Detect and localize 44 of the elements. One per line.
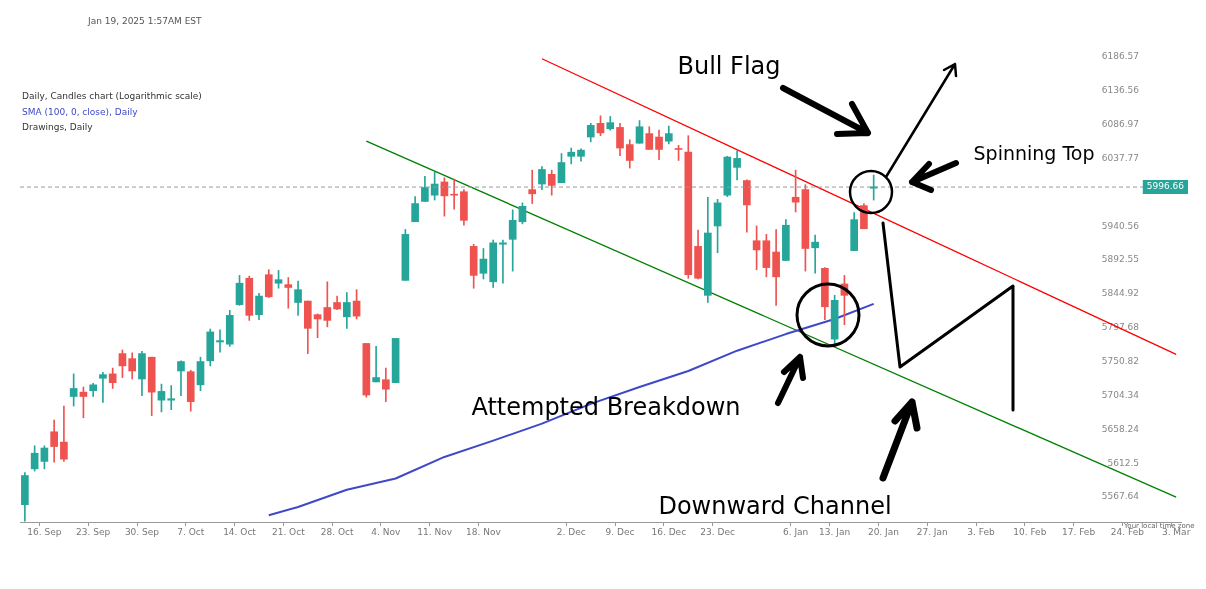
- x-tick-label: 17. Feb: [1062, 526, 1096, 537]
- y-tick-label: 6136.56: [1101, 85, 1140, 96]
- x-tick-label: 16. Sep: [27, 526, 62, 537]
- x-tick-label: 23. Sep: [76, 526, 111, 537]
- candlestick: [450, 178, 458, 210]
- annotation: Drawings, Daily: [22, 122, 93, 132]
- text: SMA (100, 0, close), Daily: [22, 107, 138, 117]
- y-tick-label: 5892.55: [1101, 254, 1139, 265]
- x-tick-label: 18. Nov: [466, 526, 502, 537]
- y-tick-label: 5612.5: [1107, 457, 1139, 468]
- x-tick-label: 14. Oct: [223, 526, 257, 537]
- y-tick-label: 5704.34: [1101, 389, 1140, 400]
- x-tick-label: 2. Dec: [556, 526, 586, 537]
- x-tick-label: 13. Jan: [819, 526, 851, 537]
- x-tick-label: 4. Nov: [371, 526, 402, 537]
- x-tick-label: 3. Feb: [967, 526, 995, 537]
- x-tick-label: 28. Oct: [320, 526, 354, 537]
- x-tick-label: 23. Dec: [700, 526, 735, 537]
- x-tick-label: 27. Jan: [916, 526, 948, 537]
- y-tick-label: 5567.64: [1101, 491, 1140, 502]
- x-tick-label: 10. Feb: [1013, 526, 1047, 537]
- text: Daily, Candles chart (Logarithmic scale): [22, 91, 202, 101]
- y-tick-label: 6086.97: [1101, 119, 1139, 130]
- y-tick-label: 5844.92: [1101, 288, 1139, 299]
- x-tick-label: 21. Oct: [271, 526, 306, 537]
- ref-line-label: 5996.66: [1146, 181, 1185, 192]
- x-tick-label: 11. Nov: [417, 526, 453, 537]
- annotation: Spinning Top: [973, 141, 1095, 164]
- x-tick-label: 9. Dec: [605, 526, 635, 537]
- annotation: Downward Channel: [658, 492, 892, 520]
- annotation: Bull Flag: [677, 52, 781, 80]
- x-tick-label: 20. Jan: [867, 526, 899, 537]
- text: Jan 19, 2025 1:57AM EST: [88, 16, 202, 26]
- candlestick: [99, 372, 107, 403]
- y-tick-label: 5658.24: [1101, 423, 1140, 434]
- candlestick: [167, 385, 176, 411]
- x-tick-label: 7. Oct: [177, 526, 205, 537]
- x-tick-label: 6. Jan: [782, 526, 809, 537]
- y-tick-label: 6037.77: [1101, 152, 1139, 163]
- x-tick-label: 16. Dec: [651, 526, 687, 537]
- y-tick-label: 5940.56: [1101, 220, 1140, 231]
- y-tick-label: 5750.82: [1101, 356, 1139, 367]
- x-tick-label: 30. Sep: [124, 526, 160, 537]
- y-tick-label: 6186.57: [1101, 51, 1139, 62]
